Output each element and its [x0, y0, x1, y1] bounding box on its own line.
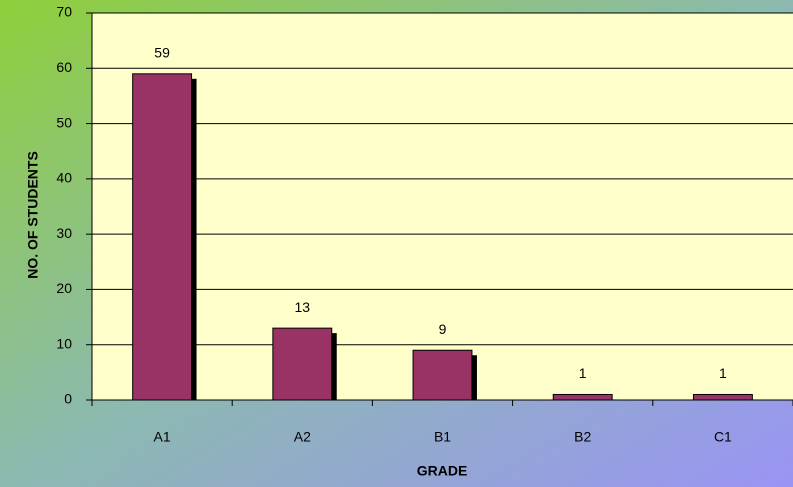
bar — [552, 393, 613, 401]
y-tick-label: 40 — [56, 170, 72, 186]
x-tick-label: B2 — [574, 429, 591, 445]
bar — [272, 327, 333, 401]
data-label: 59 — [154, 45, 170, 61]
bar — [412, 349, 473, 401]
plot-area — [92, 13, 793, 400]
y-axis-title: NO. OF STUDENTS — [25, 151, 41, 279]
x-axis-title: GRADE — [417, 463, 468, 479]
x-tick-label: B1 — [434, 429, 451, 445]
y-tick-label: 60 — [56, 59, 72, 75]
x-tick-label: C1 — [714, 429, 732, 445]
y-tick-label: 70 — [56, 4, 72, 20]
x-tick-label: A2 — [294, 429, 311, 445]
x-tick-label: A1 — [154, 429, 171, 445]
y-tick-label: 0 — [64, 391, 72, 407]
data-label: 9 — [439, 321, 447, 337]
data-label: 13 — [295, 299, 311, 315]
y-tick-label: 50 — [56, 114, 72, 130]
y-tick-label: 10 — [56, 335, 72, 351]
data-label: 1 — [579, 365, 587, 381]
bar — [692, 393, 753, 401]
y-tick-label: 20 — [56, 280, 72, 296]
y-tick-label: 30 — [56, 225, 72, 241]
bar — [132, 73, 193, 401]
data-label: 1 — [719, 365, 727, 381]
